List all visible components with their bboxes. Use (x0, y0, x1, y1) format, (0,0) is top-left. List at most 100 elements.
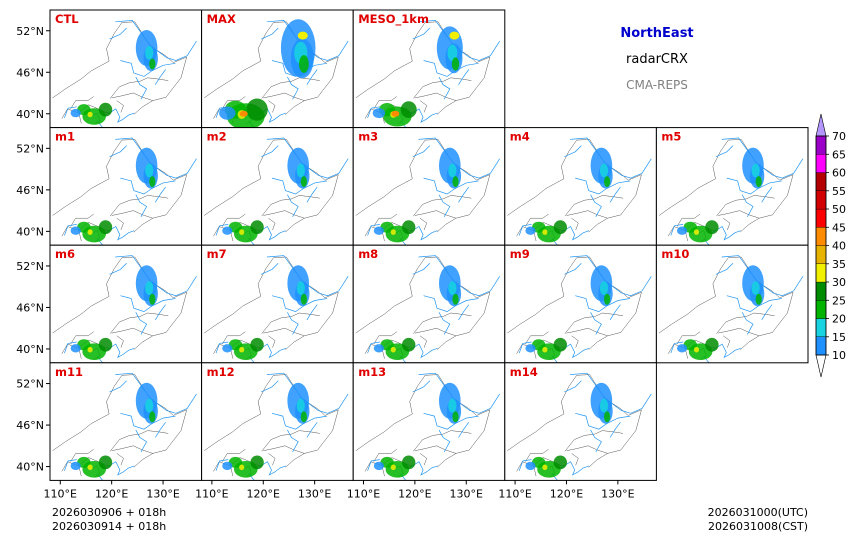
colorbar-max-extension (815, 113, 827, 137)
province-border (221, 449, 246, 462)
province-border (373, 449, 398, 462)
river-line (135, 76, 148, 100)
river-line (438, 429, 451, 453)
panel-background (504, 245, 657, 363)
lon-tick-label: 130°E (298, 487, 331, 500)
river-line (575, 412, 631, 430)
radar-echo-strong (297, 31, 308, 40)
lat-tick-label: 40°N (16, 343, 44, 356)
colorbar-tick-label: 15 (832, 331, 846, 344)
river-line (155, 304, 166, 321)
panel-label: MESO_1km (358, 12, 429, 27)
panel-background (201, 362, 354, 481)
colorbar-segment (815, 300, 827, 319)
river-line (64, 341, 77, 354)
river-line (418, 255, 500, 297)
lon-tick-label: 130°E (450, 487, 483, 500)
radar-echo (219, 106, 236, 120)
colorbar-tick-label: 10 (832, 349, 846, 362)
radar-echo (250, 337, 264, 352)
radar-echo (677, 344, 688, 353)
province-border (116, 100, 124, 113)
province-border (268, 335, 276, 348)
panel-background (50, 362, 202, 481)
province-border (716, 312, 775, 334)
colorbar-tick-label: 50 (832, 203, 846, 216)
radar-echo (70, 108, 81, 118)
river-line (135, 429, 148, 453)
panel-background (353, 362, 505, 481)
river-line (306, 422, 318, 438)
radar-echo (542, 346, 548, 353)
province-border (263, 210, 305, 219)
province-border (525, 449, 549, 462)
river-line (670, 341, 684, 354)
radar-echo (755, 293, 762, 305)
map-panel-max: MAX (201, 9, 354, 129)
river-line (418, 20, 500, 61)
radar-echo (222, 344, 233, 353)
radar-echo (222, 226, 233, 235)
radar-echo (553, 337, 567, 352)
river-line (135, 312, 148, 335)
river-line (715, 145, 734, 158)
map-panel-m4: m4 (504, 127, 657, 246)
province-border (571, 217, 579, 231)
lon-tick-label: 120°E (550, 487, 583, 500)
map-panel-m13: m13 (352, 362, 506, 481)
radar-echo (402, 337, 416, 352)
colorbar-tick-label: 45 (832, 221, 846, 234)
river-line (109, 262, 127, 275)
river-line (257, 461, 287, 476)
map-panel-m7: m7 (201, 244, 354, 364)
river-line (266, 137, 349, 179)
river-line (367, 341, 380, 354)
province-border (261, 430, 320, 452)
lat-tick-label: 46°N (16, 301, 44, 314)
river-line (438, 194, 451, 217)
colorbar-tick-label: 40 (832, 240, 846, 253)
river-line (367, 224, 380, 236)
river-line (306, 69, 318, 85)
river-line (257, 343, 287, 359)
radar-echo (372, 108, 386, 119)
radar-echo (250, 455, 264, 470)
radar-echo (98, 337, 113, 352)
radar-echo (250, 220, 264, 235)
panel-label: m6 (55, 247, 75, 261)
river-line (423, 60, 479, 77)
lat-tick-label: 40°N (16, 108, 44, 121)
radar-echo (448, 398, 457, 413)
colorbar-tick-label: 70 (832, 130, 846, 143)
radar-echo (599, 163, 609, 178)
province-border (261, 77, 320, 99)
river-line (271, 177, 328, 195)
river-line (412, 380, 431, 393)
radar-echo (87, 229, 93, 235)
province-border (116, 453, 124, 466)
river-line (215, 459, 229, 471)
radar-echo (448, 163, 457, 178)
river-line (257, 225, 287, 241)
colorbar-min-extension (815, 354, 827, 378)
radar-echo (451, 57, 460, 71)
radar-echo (447, 44, 458, 62)
lon-tick-label: 130°E (601, 487, 634, 500)
river-line (287, 312, 299, 335)
axis-labels: 52°N 46°N 40°N 52°N 46°N 40°N 52°N 46°N 40°N 52°N… (16, 25, 634, 501)
province-border (109, 77, 169, 99)
lon-tick-label: 110°E (347, 487, 380, 500)
province-border (414, 210, 457, 219)
radar-echo (751, 281, 760, 295)
river-line (120, 412, 176, 430)
colorbar-segment (815, 281, 827, 301)
river-line (741, 194, 754, 217)
colorbar-tick-label: 20 (832, 313, 846, 326)
map-panel-m3: m3 (352, 127, 506, 246)
river-line (266, 20, 349, 61)
panel-label: m4 (510, 130, 530, 144)
river-line (261, 27, 279, 40)
colorbar-segment (815, 172, 827, 191)
panel-label: m13 (358, 365, 386, 379)
river-line (266, 255, 349, 297)
